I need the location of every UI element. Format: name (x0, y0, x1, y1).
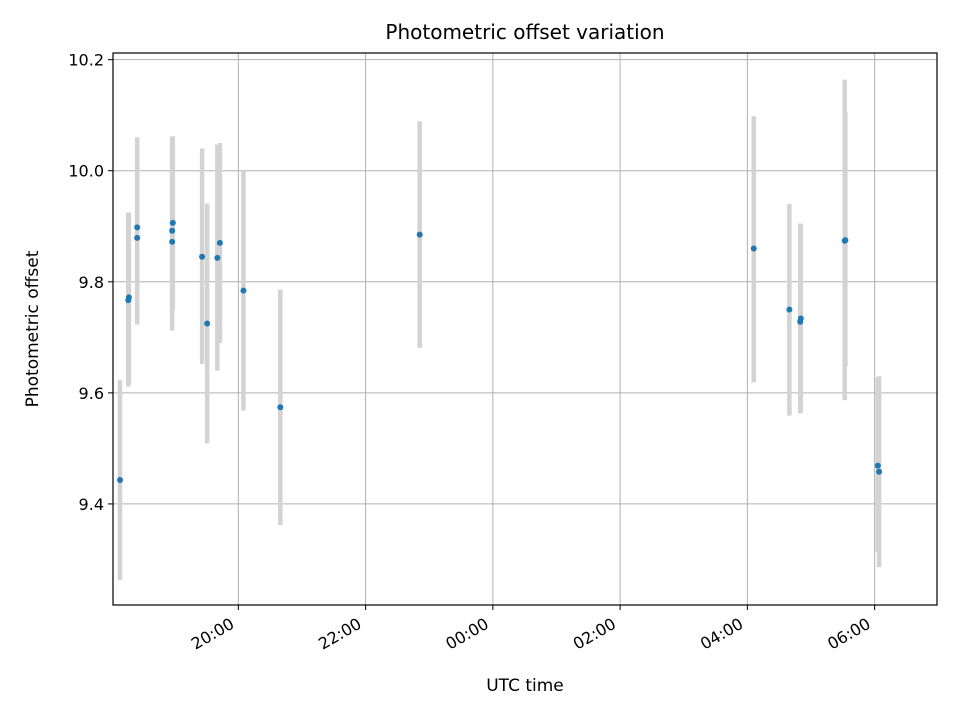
data-point (416, 231, 423, 238)
y-tick-label: 9.8 (79, 273, 104, 292)
data-point (199, 253, 206, 260)
data-point (116, 477, 123, 484)
x-axis-label: UTC time (486, 676, 564, 696)
data-point (874, 462, 881, 469)
data-points (116, 219, 883, 484)
data-point (277, 404, 284, 411)
data-point (169, 227, 176, 234)
data-point (240, 287, 247, 294)
y-tick-label: 9.4 (79, 495, 104, 514)
data-point (204, 320, 211, 327)
data-point (125, 294, 132, 301)
data-point (876, 468, 883, 475)
data-point (797, 315, 804, 322)
data-point (214, 254, 221, 261)
data-point (169, 238, 176, 245)
data-point (216, 239, 223, 246)
data-point (134, 224, 141, 231)
y-tick-label: 10.2 (68, 51, 104, 70)
grid (113, 53, 937, 605)
data-point (134, 234, 141, 241)
data-point (842, 237, 849, 244)
y-tick-label: 10.0 (68, 162, 104, 181)
y-axis-ticks: 9.4 9.6 9.8 10.0 10.2 (68, 51, 113, 514)
data-point (169, 219, 176, 226)
chart-title: Photometric offset variation (385, 20, 664, 44)
data-point (786, 306, 793, 313)
plot-frame (112, 52, 938, 606)
y-axis-label: Photometric offset (23, 250, 43, 407)
data-point (750, 245, 757, 252)
y-tick-label: 9.6 (79, 384, 104, 403)
